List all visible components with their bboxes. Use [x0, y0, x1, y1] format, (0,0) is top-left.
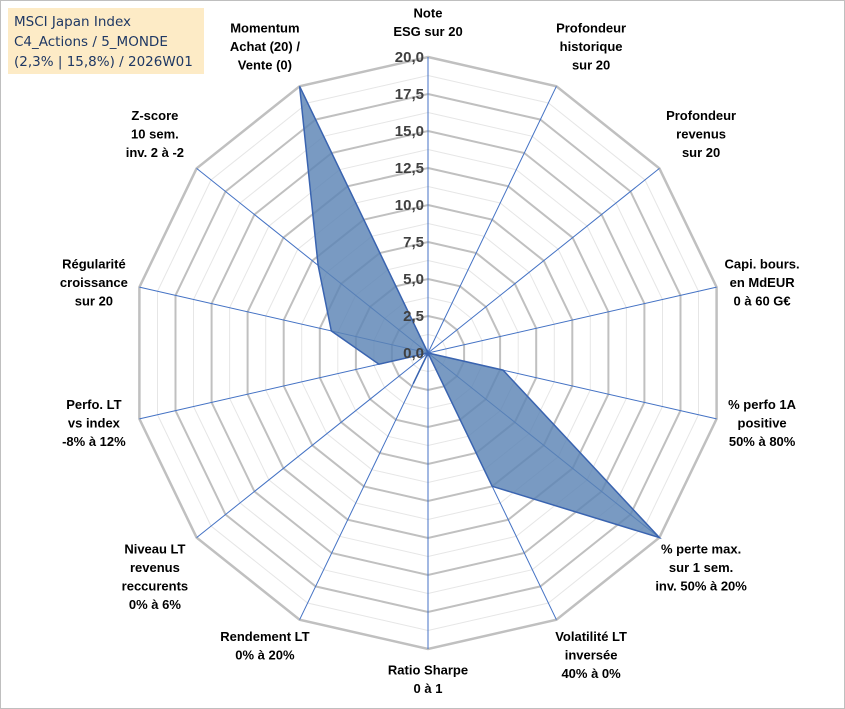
radial-tick-label: 10,0 [395, 197, 424, 214]
axis-label-line: 0% à 6% [129, 597, 181, 612]
axis-label-line: Perfo. LT [66, 397, 121, 412]
label-layer: Note ESG sur 20 Profondeur historique sur 20… [60, 6, 800, 697]
axis-label: Perfo. LT vs index -8% à 12% [62, 397, 126, 449]
axis-label: Rendement LT 0% à 20% [220, 629, 309, 663]
radial-tick-label: 2,5 [403, 308, 424, 325]
axis-label-line: historique [560, 39, 623, 54]
axis-spoke [196, 352, 429, 538]
axis-label-line: sur 20 [572, 57, 610, 72]
chart-title-box: MSCI Japan Index C4_Actions / 5_MONDE (2… [8, 8, 204, 74]
axis-label-line: Vente (0) [238, 57, 292, 72]
axis-spoke [427, 86, 557, 354]
axis-spoke [427, 286, 717, 354]
axis-label: Niveau LT revenus reccurents 0% à 6% [122, 542, 188, 613]
axis-label-line: sur 1 sem. [669, 560, 733, 575]
axis-label-line: 10 sem. [131, 127, 179, 142]
radial-tick-label: 17,5 [395, 86, 424, 103]
axis-label-line: 0 à 60 G€ [734, 293, 791, 308]
axis-label-line: inv. 50% à 20% [655, 579, 747, 594]
axis-label: % perte max. sur 1 sem. inv. 50% à 20% [655, 542, 747, 594]
axis-label-line: Profondeur [666, 108, 736, 123]
axis-label-line: Niveau LT [124, 542, 185, 557]
axis-label: % perfo 1A positive 50% à 80% [728, 397, 797, 449]
axis-label-line: Capi. bours. [725, 256, 800, 271]
axis-label-line: Rendement LT [220, 629, 309, 644]
axis-label-line: positive [738, 416, 787, 431]
axis-label-line: -8% à 12% [62, 434, 126, 449]
axis-label-line: reccurents [122, 579, 188, 594]
axis-label-line: Momentum [230, 20, 299, 35]
axis-label: Z-score 10 sem. inv. 2 à -2 [126, 108, 184, 160]
axis-label: Profondeur revenus sur 20 [666, 108, 736, 160]
radial-tick-label: 0,0 [403, 345, 424, 362]
axis-label-line: 0% à 20% [235, 648, 295, 663]
axis-label: Note ESG sur 20 [393, 6, 462, 40]
axis-label-line: en MdEUR [730, 275, 796, 290]
chart-title-line-3: (2,3% | 15,8%) / 2026W01 [14, 54, 193, 70]
chart-title-line-1: MSCI Japan Index [14, 14, 132, 30]
axis-label-line: ESG sur 20 [393, 24, 462, 39]
tick-layer: 0,0 2,5 5,0 7,5 10,0 12,5 15,0 17,5 20,0 [395, 49, 424, 362]
axis-label-line: inversée [565, 648, 618, 663]
axis-label-line: % perte max. [661, 542, 741, 557]
axis-label-line: 50% à 80% [729, 434, 796, 449]
axis-label-line: revenus [676, 127, 726, 142]
axis-label: Momentum Achat (20) / Vente (0) [230, 20, 300, 72]
radial-tick-label: 20,0 [395, 49, 424, 66]
axis-label-line: 0 à 1 [414, 681, 443, 696]
axis-label: Capi. bours. en MdEUR 0 à 60 G€ [725, 256, 800, 308]
axis-label-line: Ratio Sharpe [388, 663, 468, 678]
axis-label-line: Profondeur [556, 20, 626, 35]
axis-label-line: sur 20 [75, 293, 113, 308]
radial-tick-label: 12,5 [395, 160, 424, 177]
axis-label: Régularité croissance sur 20 [60, 256, 128, 308]
axis-label-line: % perfo 1A [728, 397, 797, 412]
axis-label-line: vs index [68, 416, 121, 431]
axis-label-line: Volatilité LT [555, 629, 627, 644]
axis-spoke [299, 352, 429, 620]
axis-label-line: Achat (20) / [230, 39, 300, 54]
axis-label-line: 40% à 0% [561, 666, 621, 681]
axis-label-line: inv. 2 à -2 [126, 145, 184, 160]
radial-tick-label: 7,5 [403, 234, 424, 251]
axis-spoke [427, 168, 660, 354]
axis-label: Ratio Sharpe 0 à 1 [388, 663, 468, 697]
axis-label-line: revenus [130, 560, 180, 575]
axis-label-line: croissance [60, 275, 128, 290]
radial-tick-label: 15,0 [395, 123, 424, 140]
area-layer [298, 85, 662, 540]
axis-label: Volatilité LT inversée 40% à 0% [555, 629, 627, 681]
series-area [298, 85, 662, 540]
radial-tick-label: 5,0 [403, 271, 424, 288]
axis-label-line: Régularité [62, 256, 126, 271]
axis-label-line: Z-score [131, 108, 178, 123]
chart-title-line-2: C4_Actions / 5_MONDE [14, 34, 168, 50]
axis-label-line: sur 20 [682, 145, 720, 160]
axis-label-line: Note [414, 6, 443, 21]
axis-label: Profondeur historique sur 20 [556, 20, 626, 72]
